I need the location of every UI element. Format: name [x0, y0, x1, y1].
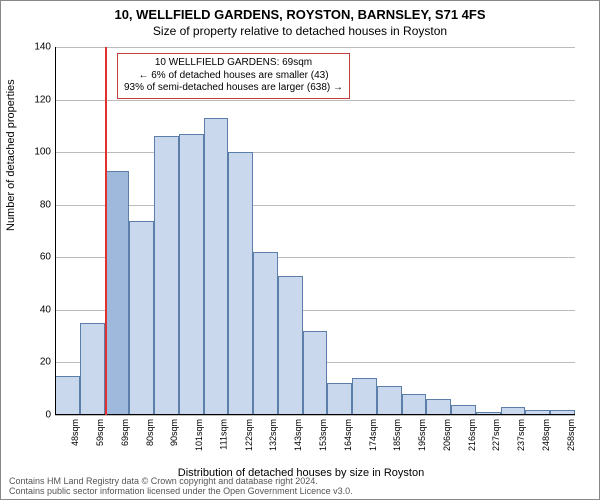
histogram-bar [377, 386, 402, 415]
histogram-bar [154, 136, 179, 415]
xtick-label: 206sqm [442, 419, 452, 451]
xtick-label: 216sqm [467, 419, 477, 451]
plot-area: 02040608010012014048sqm59sqm69sqm80sqm90… [55, 47, 575, 415]
y-axis [55, 47, 56, 415]
xtick-label: 111sqm [219, 419, 229, 450]
xtick-label: 59sqm [95, 419, 105, 446]
xtick-label: 258sqm [566, 419, 576, 451]
histogram-bar [253, 252, 278, 415]
ytick-label: 140 [27, 42, 51, 53]
y-axis-label: Number of detached properties [5, 79, 17, 231]
histogram-bar [402, 394, 427, 415]
xtick-label: 122sqm [244, 419, 254, 451]
footer-line: Contains public sector information licen… [9, 487, 353, 497]
histogram-bar [228, 152, 253, 415]
ytick-label: 120 [27, 94, 51, 105]
gridline [55, 205, 575, 206]
xtick-label: 90sqm [169, 419, 179, 446]
footer-attribution: Contains HM Land Registry data © Crown c… [9, 477, 353, 497]
ytick-label: 40 [27, 304, 51, 315]
gridline [55, 415, 575, 416]
xtick-label: 153sqm [318, 419, 328, 451]
chart-title: 10, WELLFIELD GARDENS, ROYSTON, BARNSLEY… [1, 1, 599, 22]
xtick-label: 143sqm [293, 419, 303, 451]
ytick-label: 80 [27, 199, 51, 210]
chart-subtitle: Size of property relative to detached ho… [1, 22, 599, 38]
annotation-box: 10 WELLFIELD GARDENS: 69sqm← 6% of detac… [117, 53, 350, 99]
xtick-label: 132sqm [268, 419, 278, 451]
histogram-bar [426, 399, 451, 415]
xtick-label: 185sqm [392, 419, 402, 451]
histogram-bar [327, 383, 352, 415]
gridline [55, 47, 575, 48]
xtick-label: 227sqm [491, 419, 501, 451]
histogram-bar [55, 376, 80, 415]
xtick-label: 195sqm [417, 419, 427, 451]
xtick-label: 164sqm [343, 419, 353, 451]
histogram-bar [303, 331, 328, 415]
ytick-label: 100 [27, 147, 51, 158]
histogram-bar [204, 118, 229, 415]
xtick-label: 248sqm [541, 419, 551, 451]
histogram-bar [80, 323, 105, 415]
histogram-bar [129, 221, 154, 416]
ytick-label: 0 [27, 410, 51, 421]
histogram-bar [105, 171, 130, 415]
x-axis [55, 414, 575, 415]
annotation-line: ← 6% of detached houses are smaller (43) [124, 70, 343, 83]
xtick-label: 69sqm [120, 419, 130, 446]
xtick-label: 80sqm [145, 419, 155, 446]
ytick-label: 60 [27, 252, 51, 263]
histogram-bar [179, 134, 204, 415]
chart-container: 10, WELLFIELD GARDENS, ROYSTON, BARNSLEY… [0, 0, 600, 500]
histogram-bar [278, 276, 303, 415]
histogram-bar [352, 378, 377, 415]
marker-line [105, 47, 107, 415]
xtick-label: 174sqm [368, 419, 378, 451]
gridline [55, 100, 575, 101]
ytick-label: 20 [27, 357, 51, 368]
gridline [55, 152, 575, 153]
xtick-label: 237sqm [516, 419, 526, 451]
annotation-line: 10 WELLFIELD GARDENS: 69sqm [124, 57, 343, 70]
xtick-label: 101sqm [194, 419, 204, 451]
xtick-label: 48sqm [70, 419, 80, 446]
annotation-line: 93% of semi-detached houses are larger (… [124, 82, 343, 95]
